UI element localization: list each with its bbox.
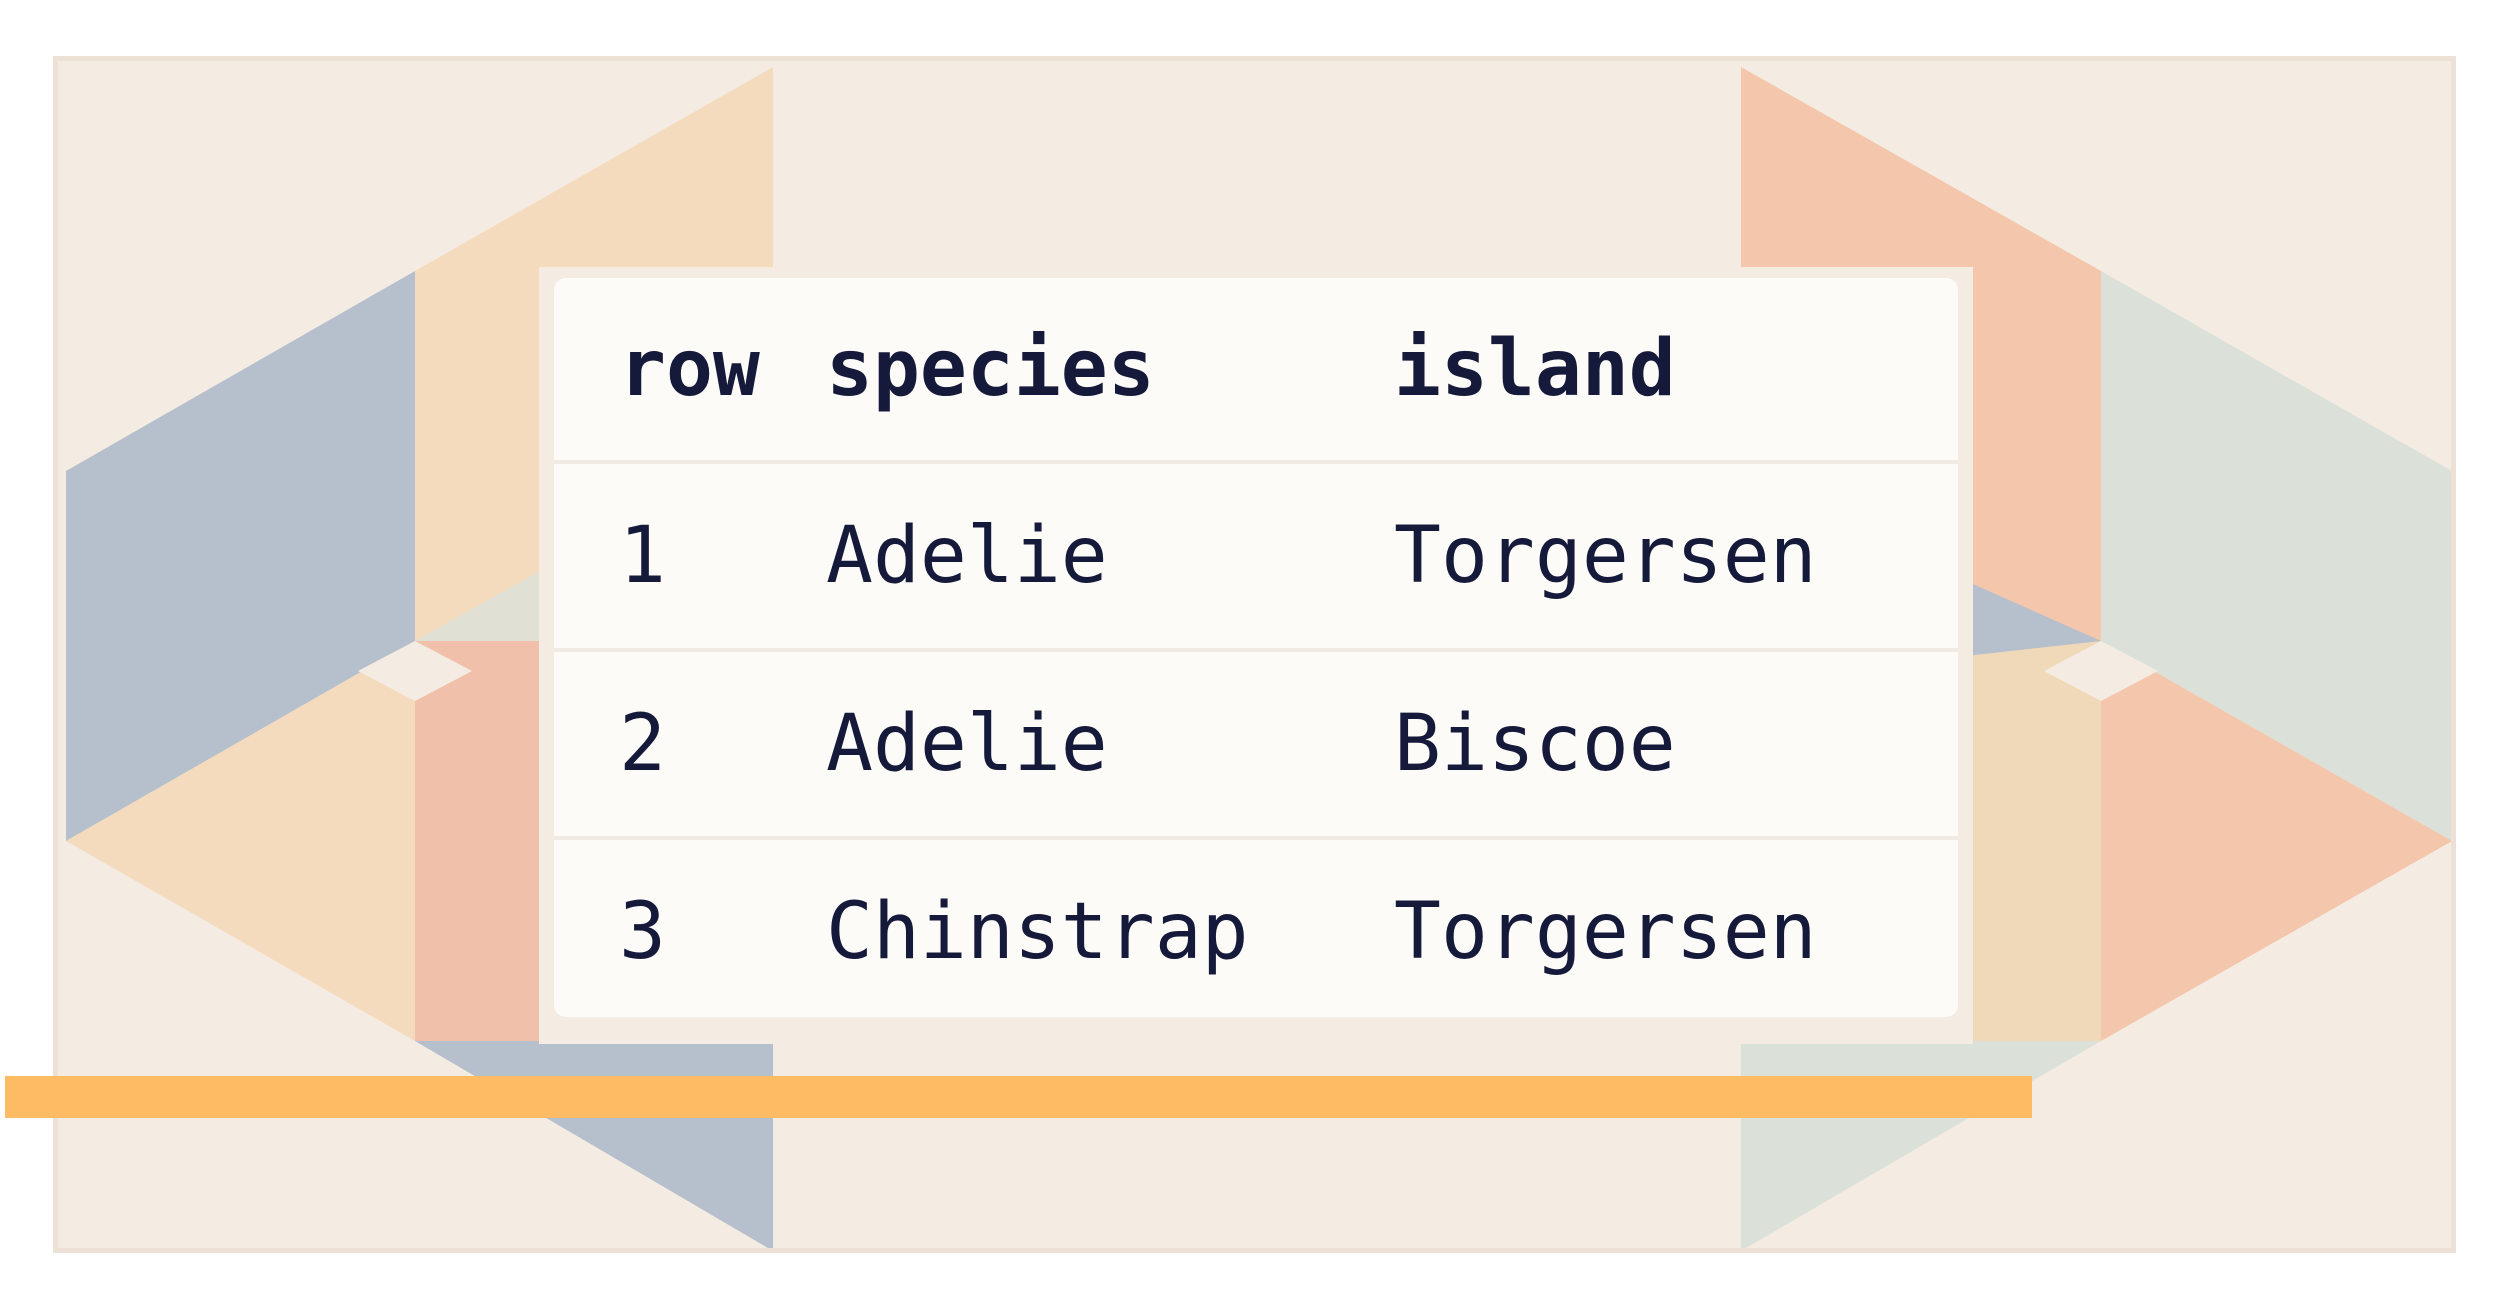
table-row: 1 Adelie Torgersen [554,462,1958,652]
cell-island: Torgersen [1394,462,1958,652]
right-sage-top-shape [2101,271,2451,841]
cell-row: 3 [619,887,666,977]
column-header-row: row [554,278,826,464]
table-container: row species island 1 Adelie Torgersen 2 … [554,278,1958,1017]
accent-underline-bar [5,1076,2032,1118]
column-header-species: species [826,278,1394,464]
column-header-island: island [1394,278,1958,464]
table-header-row: row species island [554,278,1958,464]
cell-row: 2 [554,650,826,840]
table-card: row species island 1 Adelie Torgersen 2 … [539,267,1973,1044]
cell-row: 1 [554,462,826,652]
left-peach-bottom-shape [66,641,415,1041]
cell-species: Adelie [826,462,1394,652]
table-row: 3 Chinstrap Torgersen [554,838,1958,1017]
cell-island: Torgersen [1394,887,1817,977]
penguins-table: row species island 1 Adelie Torgersen 2 … [554,278,1958,1017]
right-salmon-bottom-shape [2101,641,2451,1041]
cell-island: Biscoe [1394,650,1958,840]
left-center-diamond [358,641,472,701]
left-slate-top-shape [66,271,415,841]
cell-species: Adelie [826,650,1394,840]
table-row: 2 Adelie Biscoe [554,650,1958,840]
right-center-diamond [2044,641,2158,701]
right-sage-bottom-shape [1741,1041,2101,1248]
left-slate-bottom-shape [415,1041,773,1248]
cell-species: Chinstrap [826,887,1249,977]
